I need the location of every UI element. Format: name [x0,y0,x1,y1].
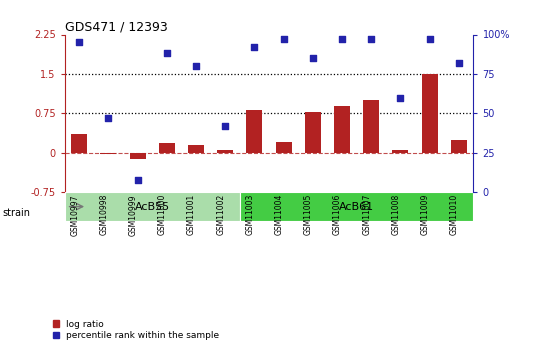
Text: GSM11000: GSM11000 [158,194,167,236]
Bar [363,100,379,153]
Point [396,95,405,100]
Point [221,123,230,129]
Legend: log ratio, percentile rank within the sample: log ratio, percentile rank within the sa… [53,320,220,341]
Point [162,51,171,56]
Text: AcB55: AcB55 [134,201,170,211]
Text: GDS471 / 12393: GDS471 / 12393 [65,20,167,33]
Bar [159,144,175,153]
Bar [422,74,437,153]
Point [279,37,288,42]
Text: GSM11010: GSM11010 [450,194,459,235]
Bar [240,193,473,221]
Bar [217,150,233,153]
Point [338,37,346,42]
Text: GSM11008: GSM11008 [392,194,400,235]
Text: strain: strain [3,208,31,218]
Bar [71,135,87,153]
Point [455,60,463,66]
Bar [392,150,408,153]
Text: GSM10999: GSM10999 [129,194,138,236]
Bar [130,153,146,159]
Text: GSM10997: GSM10997 [70,194,79,236]
Text: GSM11009: GSM11009 [421,194,430,236]
Bar [100,153,116,154]
Text: GSM11007: GSM11007 [362,194,371,236]
Point [75,40,83,45]
Bar [305,112,321,153]
Point [426,37,434,42]
Text: GSM11004: GSM11004 [274,194,284,236]
Point [308,56,317,61]
Bar [246,110,263,153]
Point [133,177,142,183]
Text: GSM10998: GSM10998 [100,194,108,236]
Point [104,116,112,121]
Point [192,63,200,69]
Bar [65,193,240,221]
Bar [275,142,292,153]
Text: GSM11002: GSM11002 [216,194,225,235]
Point [250,45,259,50]
Bar [188,145,204,153]
Text: GSM11006: GSM11006 [333,194,342,236]
Text: GSM11003: GSM11003 [245,194,254,236]
Text: AcB61: AcB61 [339,201,374,211]
Text: GSM11005: GSM11005 [304,194,313,236]
Text: GSM11001: GSM11001 [187,194,196,235]
Point [367,37,376,42]
Bar [334,106,350,153]
Bar [451,140,467,153]
